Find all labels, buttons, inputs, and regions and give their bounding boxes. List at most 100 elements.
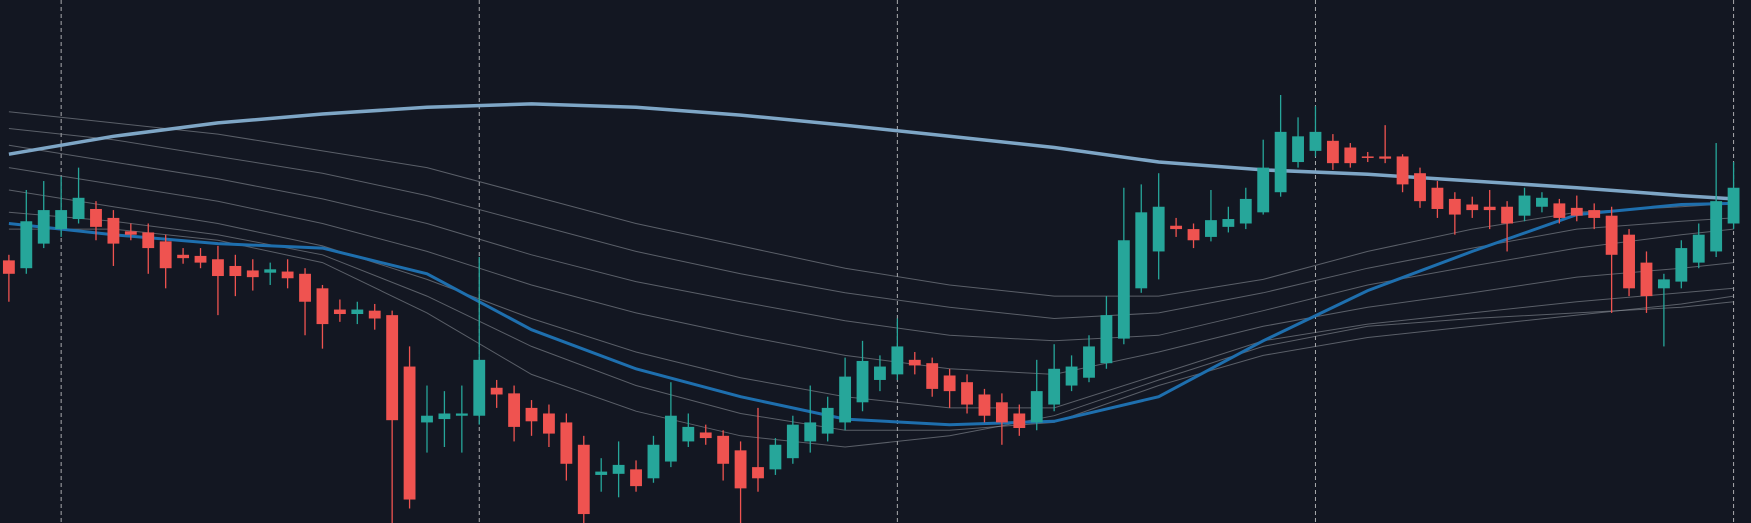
candle-body bbox=[1257, 167, 1270, 213]
candle-body bbox=[212, 259, 224, 277]
candle-body bbox=[194, 255, 207, 263]
candle-body bbox=[1117, 240, 1130, 339]
candle-body bbox=[1344, 147, 1357, 164]
candle-body bbox=[1239, 198, 1252, 224]
candle-body bbox=[455, 413, 468, 416]
candle-body bbox=[856, 360, 869, 403]
candle-body bbox=[1570, 207, 1583, 216]
candle-body bbox=[124, 231, 137, 235]
candle-body bbox=[508, 393, 521, 427]
candle-body bbox=[734, 450, 747, 489]
candle-body bbox=[786, 424, 799, 459]
candle-body bbox=[1588, 210, 1601, 218]
candle-body bbox=[717, 435, 730, 464]
candle-body bbox=[1727, 187, 1740, 224]
candle-body bbox=[281, 271, 294, 279]
candle-body bbox=[55, 210, 68, 230]
candle-body bbox=[246, 270, 259, 278]
candle-body bbox=[1710, 201, 1723, 252]
candle-body bbox=[560, 422, 573, 464]
candle-body bbox=[1309, 131, 1322, 151]
candle-body bbox=[699, 432, 712, 439]
candle-body bbox=[1013, 413, 1026, 429]
candle-body bbox=[1170, 225, 1183, 230]
candle-body bbox=[961, 382, 973, 405]
candle-body bbox=[316, 288, 329, 325]
candle-body bbox=[891, 346, 904, 375]
candle-body bbox=[37, 210, 50, 244]
candle-body bbox=[421, 415, 433, 423]
candle-body bbox=[1483, 206, 1496, 211]
candle-body bbox=[682, 426, 695, 442]
candle-body bbox=[1657, 279, 1670, 289]
candle-body bbox=[1083, 346, 1095, 378]
candle-body bbox=[1187, 229, 1200, 241]
candle-body bbox=[368, 310, 381, 319]
candle-body bbox=[978, 394, 991, 416]
candle-body bbox=[1030, 391, 1043, 423]
candle-body bbox=[926, 363, 939, 389]
candle-body bbox=[438, 413, 451, 420]
candle-body bbox=[943, 375, 956, 392]
candle-body bbox=[177, 254, 190, 259]
candle-body bbox=[664, 415, 677, 462]
candle-body bbox=[1292, 136, 1304, 163]
candle-body bbox=[543, 413, 555, 434]
candle-body bbox=[1135, 212, 1148, 289]
moving-average bbox=[8, 102, 1734, 201]
candle-body bbox=[1065, 366, 1078, 386]
candle-body bbox=[821, 407, 834, 434]
candle-body bbox=[473, 359, 486, 416]
candle-body bbox=[1361, 156, 1374, 158]
candle-body bbox=[1623, 234, 1635, 289]
moving-average bbox=[8, 211, 1734, 431]
candle-body bbox=[1553, 203, 1566, 218]
candle-body bbox=[1274, 131, 1287, 193]
candle-body bbox=[1675, 248, 1688, 282]
candle-body bbox=[1640, 262, 1653, 297]
candle-body bbox=[1692, 234, 1705, 263]
candle-body bbox=[386, 315, 399, 421]
candle-body bbox=[1205, 220, 1217, 237]
candle-body bbox=[1518, 195, 1531, 216]
candle-body bbox=[264, 269, 277, 273]
candle-body bbox=[612, 464, 625, 474]
candle-body bbox=[804, 422, 817, 442]
candle-body bbox=[72, 197, 85, 220]
candle-body bbox=[20, 221, 33, 269]
candle-body bbox=[229, 265, 242, 277]
moving-average bbox=[8, 201, 1734, 427]
candle-body bbox=[630, 469, 642, 487]
candle-body bbox=[159, 241, 172, 269]
candle-body bbox=[1466, 204, 1479, 211]
candle-body bbox=[2, 260, 15, 274]
candle-body bbox=[1379, 156, 1392, 159]
candle-body bbox=[142, 232, 155, 249]
moving-average bbox=[8, 189, 1734, 409]
candle-body bbox=[1396, 156, 1409, 185]
candle-body bbox=[351, 309, 364, 315]
candle-body bbox=[333, 309, 346, 315]
moving-average bbox=[8, 228, 1734, 448]
candle-body bbox=[595, 471, 608, 475]
candle-body bbox=[874, 366, 886, 380]
candle-body bbox=[1100, 315, 1113, 364]
candle-body bbox=[752, 467, 764, 479]
candle-body bbox=[299, 273, 311, 302]
candle-body bbox=[1501, 206, 1514, 224]
candle-body bbox=[995, 402, 1008, 423]
candle-body bbox=[1326, 140, 1339, 164]
candle-body bbox=[1605, 215, 1618, 255]
candle-body bbox=[1448, 198, 1461, 215]
candle-body bbox=[1431, 187, 1444, 209]
candle-body bbox=[403, 366, 416, 500]
candle-body bbox=[1222, 219, 1235, 227]
candle-body bbox=[1048, 368, 1061, 405]
candle-body bbox=[647, 444, 660, 479]
candle-body bbox=[1536, 197, 1548, 207]
candle-body bbox=[577, 444, 590, 515]
candle-body bbox=[769, 444, 782, 470]
